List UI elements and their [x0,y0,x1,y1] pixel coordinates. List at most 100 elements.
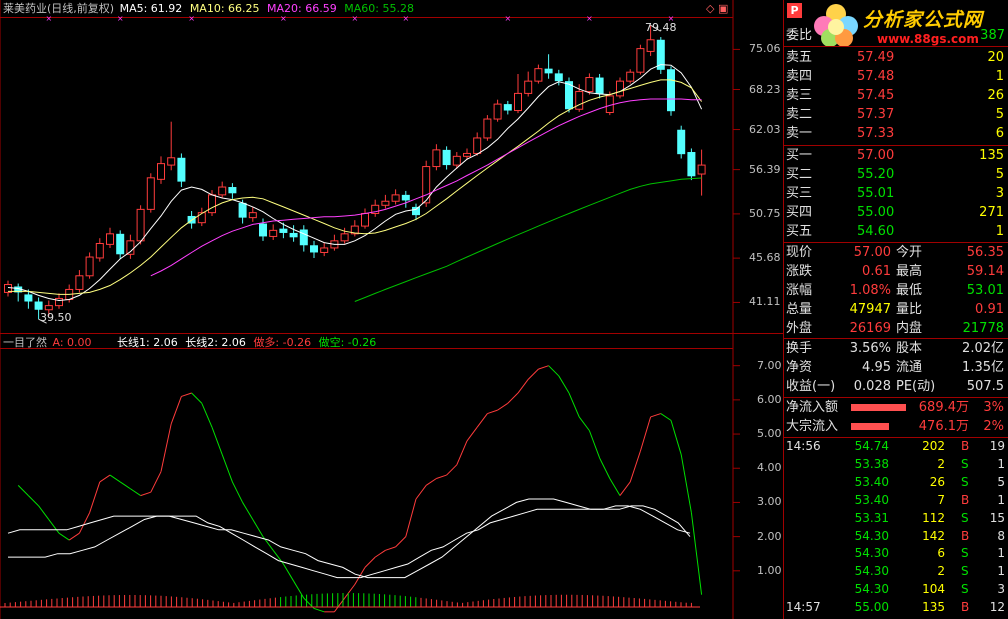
bull-line-segment [527,368,539,380]
candle-body [412,206,420,216]
sell-row[interactable]: 卖一 57.33 6 [783,124,1008,143]
candle-body [432,149,441,168]
committee-label: 委比 [786,28,813,43]
bull-line-segment [588,430,601,459]
candle-body [289,232,298,238]
tick-row[interactable]: 53.40 26 S 5 [783,474,1008,491]
indicator-name[interactable]: 一目了然 [3,336,47,349]
tick-volume: 202 [922,439,945,453]
candle-body [340,233,349,242]
sell-row[interactable]: 卖二 57.37 5 [783,105,1008,124]
p-tag[interactable]: P [787,3,802,18]
chart-toolbar-icons[interactable]: ◇ ▣ [706,2,729,15]
candle-body [554,73,563,82]
sell-price: 57.48 [857,69,895,84]
candle-body [106,233,114,245]
bull-line-segment [150,471,162,493]
price-axis-label: 45.68 [749,251,781,265]
tick-row[interactable]: 54.30 6 S 1 [783,545,1008,562]
tick-row[interactable]: 14:57 55.00 135 B 12 [783,599,1008,616]
candle-body [687,152,696,177]
candlesticks[interactable] [4,24,706,324]
stat-value: 2.02亿 [962,341,1004,356]
tick-time: 14:56 [786,439,821,453]
quote-value: 59.14 [966,264,1004,279]
tick-side: B [961,528,970,543]
tick-count: 1 [997,546,1005,561]
bull-line-segment [599,457,611,479]
bull-line-segment [201,403,213,428]
buy-label: 买三 [786,186,813,201]
buy-price: 54.60 [857,224,895,239]
quote-row: 现价 57.00 今开 56.35 [783,243,1008,262]
tick-row[interactable]: 53.31 112 S 15 [783,510,1008,527]
tick-row[interactable]: 14:56 54.74 202 B 19 [783,438,1008,455]
price-axis-label: 68.23 [749,82,781,96]
flow-value: 476.1万 [918,419,969,434]
bull-line-segment [385,546,396,551]
sell-price: 57.33 [857,126,895,141]
bull-line-segment [395,536,407,548]
buy-label: 买五 [786,224,813,239]
tick-row[interactable]: 54.30 142 B 8 [783,528,1008,545]
flow-pct: 3% [983,400,1004,415]
candle-body [75,275,84,290]
candle-body [146,177,155,210]
low-annotation: 39.50 [40,311,72,324]
indicator-bear: 做空: -0.26 [318,336,377,349]
buy-row[interactable]: 买四 55.00 271 [783,203,1008,222]
indicator-long2: 长线2: 2.06 [185,336,246,349]
candle-body [14,286,23,293]
tick-price: 53.31 [854,510,889,525]
candle-body [299,229,308,246]
quote-label: 内盘 [896,321,923,336]
ma-line-ma60 [354,177,702,302]
indicator-header: 一目了然 A: 0.00 长线1: 2.06 长线2: 2.06 做多: -0.… [3,336,376,350]
sell-volume: 1 [995,69,1004,84]
tick-price: 54.30 [854,528,889,543]
buy-volume: 3 [995,186,1004,201]
candle-body [310,245,318,253]
bull-line-segment [160,423,172,472]
candle-body [697,164,706,175]
buy-row[interactable]: 买三 55.01 3 [783,184,1008,203]
buy-row[interactable]: 买二 55.20 5 [783,165,1008,184]
candle-body [585,77,594,93]
bull-line-segment [48,519,60,534]
high-annotation: 79.48 [645,21,677,34]
tick-count: 1 [997,564,1005,579]
buy-row[interactable]: 买一 57.00 135 [783,146,1008,165]
tick-row[interactable]: 53.40 7 B 1 [783,492,1008,509]
tick-row[interactable]: 54.30 2 S 1 [783,563,1008,580]
tick-row[interactable]: 54.30 104 S 3 [783,581,1008,598]
quote-row: 涨幅 1.08% 最低 53.01 [783,281,1008,300]
bull-line-segment [130,488,141,497]
kline-chart[interactable]: × × × × × × × × × [0,0,783,619]
tick-row[interactable]: 53.38 2 S 1 [783,456,1008,473]
price-axis-label: 62.03 [749,122,781,136]
bull-line-segment [99,474,111,483]
sell-label: 卖五 [786,50,813,65]
buy-label: 买四 [786,205,813,220]
tick-price: 55.00 [854,600,889,615]
cross-marker: × [280,14,287,23]
indicator-bull: 做多: -0.26 [253,336,312,349]
cross-marker: × [117,14,124,23]
indicator-axis-label: 1.00 [757,563,782,577]
flow-row: 大宗流入 476.1万 2% [783,417,1008,436]
tick-price: 54.74 [854,439,889,453]
stock-title[interactable]: 莱美药业(日线,前复权) [3,2,115,15]
candle-body [493,103,502,120]
candle-body [473,137,482,154]
candle-body [595,77,604,95]
bull-line-segment [690,512,703,595]
indicator-axis-label: 6.00 [757,392,782,406]
sell-row[interactable]: 卖五 57.49 20 [783,48,1008,67]
sell-row[interactable]: 卖三 57.45 26 [783,86,1008,105]
bull-line-segment [211,427,223,455]
sell-row[interactable]: 卖四 57.48 1 [783,67,1008,86]
candle-body [565,81,573,110]
candle-body [371,204,380,214]
buy-volume: 135 [979,148,1004,163]
buy-row[interactable]: 买五 54.60 1 [783,222,1008,241]
